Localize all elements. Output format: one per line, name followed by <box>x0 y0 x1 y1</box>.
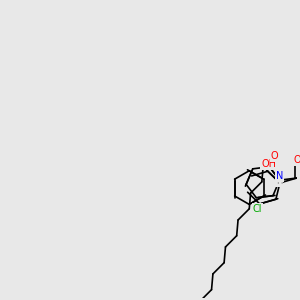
Text: H: H <box>276 177 282 186</box>
Text: O: O <box>293 155 300 165</box>
Text: O: O <box>271 151 278 161</box>
Text: OH: OH <box>261 159 276 169</box>
Text: N: N <box>275 171 283 181</box>
Text: Cl: Cl <box>253 204 262 214</box>
